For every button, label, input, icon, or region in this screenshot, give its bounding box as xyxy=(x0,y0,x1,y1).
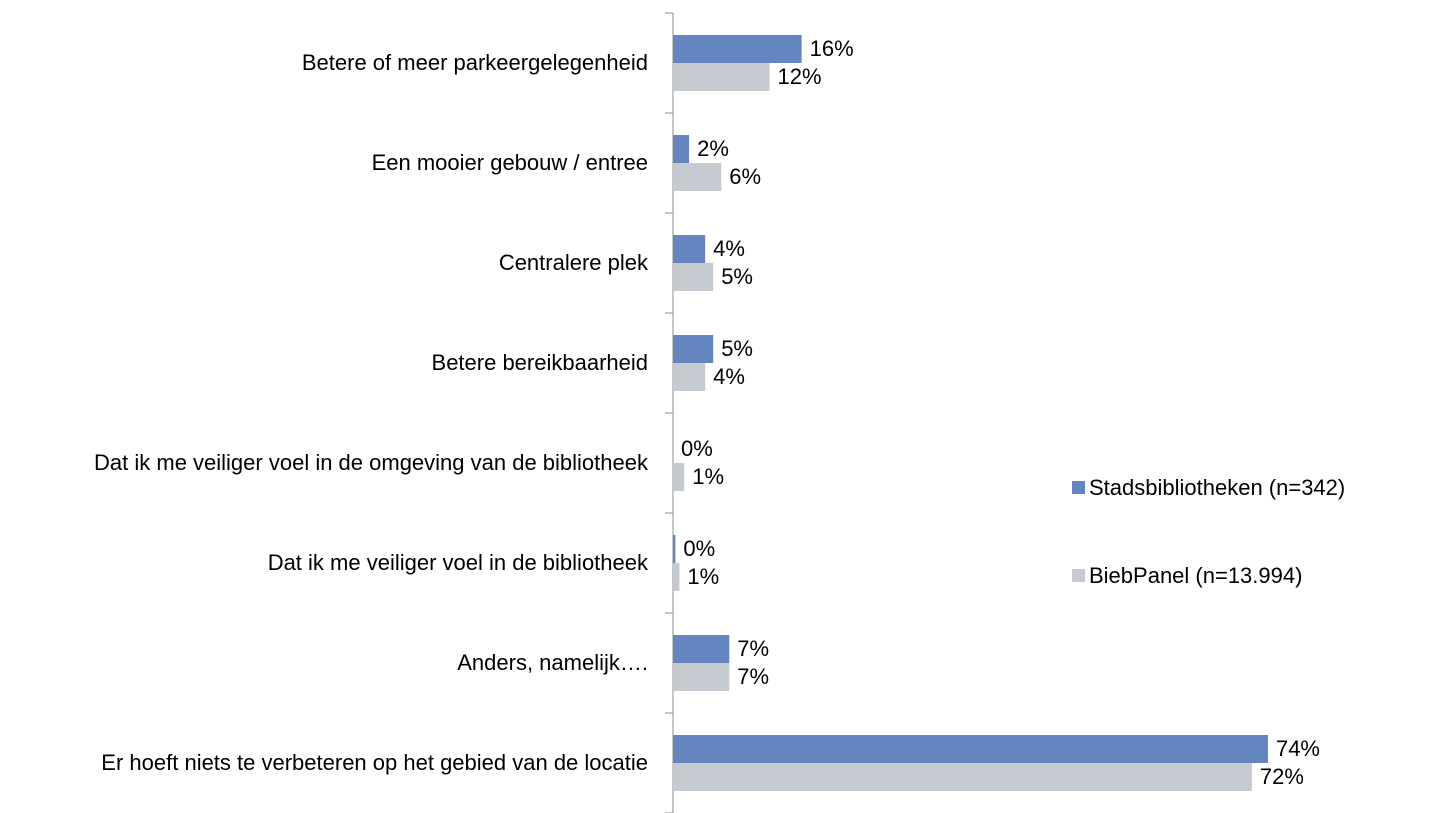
bar xyxy=(673,263,714,291)
bar xyxy=(673,563,680,591)
category-label: Centralere plek xyxy=(0,248,648,278)
bar xyxy=(673,135,690,163)
category-text: Betere of meer parkeergelegenheid xyxy=(301,50,648,75)
bar xyxy=(673,635,730,663)
legend-swatch xyxy=(1072,569,1085,582)
category-label: Betere of meer parkeergelegenheid xyxy=(0,48,648,78)
category-text: Er hoeft niets te verbeteren op het gebi… xyxy=(101,750,648,775)
value-label: 0% xyxy=(681,436,713,461)
category-label: Dat ik me veiliger voel in de omgeving v… xyxy=(0,448,648,478)
legend-label: BiebPanel (n=13.994) xyxy=(1089,563,1302,588)
category-text: Anders, namelijk…. xyxy=(457,650,648,675)
value-label: 4% xyxy=(713,236,745,261)
bar xyxy=(673,535,676,563)
category-label: Betere bereikbaarheid xyxy=(0,348,648,378)
value-label: 12% xyxy=(777,64,821,89)
value-label: 5% xyxy=(721,264,753,289)
value-label: 4% xyxy=(713,364,745,389)
bar xyxy=(673,763,1252,791)
category-text: Een mooier gebouw / entree xyxy=(371,150,648,175)
category-text: Dat ik me veiliger voel in de omgeving v… xyxy=(94,450,648,475)
value-label: 2% xyxy=(697,136,729,161)
value-label: 7% xyxy=(737,664,769,689)
bar xyxy=(673,335,714,363)
category-label: Er hoeft niets te verbeteren op het gebi… xyxy=(0,748,648,778)
value-label: 16% xyxy=(810,36,854,61)
value-label: 72% xyxy=(1260,764,1304,789)
bar xyxy=(673,35,802,63)
category-text: Betere bereikbaarheid xyxy=(431,350,648,375)
value-label: 74% xyxy=(1276,736,1320,761)
value-label: 1% xyxy=(692,464,724,489)
value-label: 1% xyxy=(687,564,719,589)
legend-label: Stadsbibliotheken (n=342) xyxy=(1089,475,1345,500)
bar xyxy=(673,235,706,263)
bar xyxy=(673,63,770,91)
value-label: 0% xyxy=(683,536,715,561)
bar xyxy=(673,663,730,691)
category-label: Anders, namelijk…. xyxy=(0,648,648,678)
value-label: 6% xyxy=(729,164,761,189)
value-label: 7% xyxy=(737,636,769,661)
value-label: 5% xyxy=(721,336,753,361)
category-label: Een mooier gebouw / entree xyxy=(0,148,648,178)
bar xyxy=(673,363,706,391)
category-text: Dat ik me veiliger voel in de bibliothee… xyxy=(267,550,648,575)
category-label: Dat ik me veiliger voel in de bibliothee… xyxy=(0,548,648,578)
bar xyxy=(673,163,722,191)
category-text: Centralere plek xyxy=(498,250,648,275)
bar xyxy=(673,735,1268,763)
legend-swatch xyxy=(1072,481,1085,494)
bar xyxy=(673,463,685,491)
